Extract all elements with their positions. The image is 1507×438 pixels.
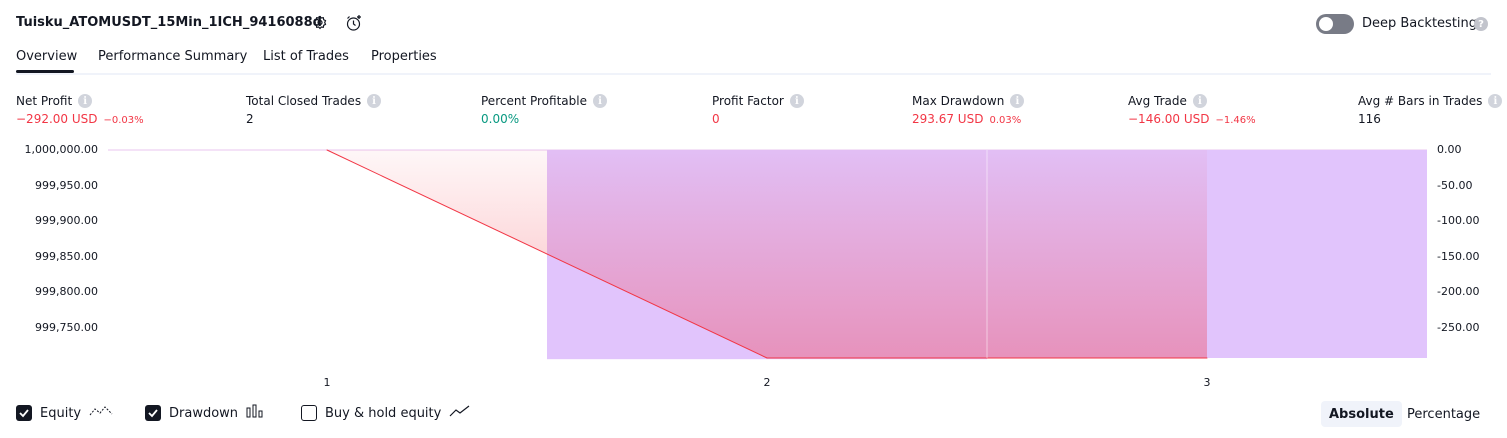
drawdown-label: Drawdown [169,405,239,421]
add-alert-icon[interactable] [345,14,363,32]
equity-line-icon [89,404,113,422]
percentage-button[interactable]: Percentage [1407,406,1481,422]
y-axis-right-tick: -200.00 [1437,285,1480,299]
drawdown-bars-icon [246,404,264,422]
equity-area [327,150,1207,358]
settings-icon[interactable] [311,14,329,32]
y-axis-right-tick: -250.00 [1437,321,1480,335]
y-axis-left-tick: 999,800.00 [35,285,98,299]
info-icon[interactable]: i [789,94,804,108]
equity-point [326,149,328,151]
metric-total-closed-trades-label: Total Closed Trades i [246,94,382,108]
metric-avg-bars-value: 116 [1358,112,1381,126]
tabs-divider [16,73,1491,75]
y-axis-right-tick: -50.00 [1437,178,1473,192]
y-axis-right-tick: 0.00 [1437,143,1462,156]
equity-point [766,357,768,359]
info-icon[interactable]: i [1488,94,1503,108]
equity-label: Equity [40,405,82,421]
deep-backtesting-label: Deep Backtesting [1362,16,1478,31]
legend-equity[interactable]: Equity [16,404,113,422]
x-axis-tick: 1 [323,376,331,389]
absolute-button[interactable]: Absolute [1321,401,1402,427]
metric-total-closed-trades-value: 2 [246,112,254,126]
buy-hold-checkbox[interactable] [301,405,317,421]
metric-percent-profitable-value: 0.00% [481,112,520,126]
y-axis-left-tick: 999,750.00 [35,321,98,335]
buy-hold-line-icon [449,404,471,422]
toggle-knob [1319,17,1333,31]
x-axis-tick: 2 [763,376,771,389]
metric-percent-profitable-label: Percent Profitable i [481,94,607,108]
buy-hold-label: Buy & hold equity [325,405,442,421]
y-axis-left-tick: 999,850.00 [35,249,98,263]
drawdown-checkbox[interactable] [145,405,161,421]
info-icon[interactable]: i [1192,94,1207,108]
info-icon[interactable]: i [367,94,382,108]
strategy-title: Tuisku_ATOMUSDT_15Min_1ICH_9416088d [16,15,322,30]
help-icon[interactable]: ? [1474,17,1488,31]
metric-max-drawdown-value: 293.67 USD 0.03% [912,112,1022,126]
info-icon[interactable]: i [78,94,93,108]
metric-profit-factor-value: 0 [712,112,720,126]
metric-net-profit-label: Net Profit i [16,94,93,108]
metric-avg-trade-value: −146.00 USD −1.46% [1128,112,1256,126]
y-axis-left-tick: 1,000,000.00 [24,143,98,156]
tab-performance-summary[interactable]: Performance Summary [98,49,248,64]
info-icon[interactable]: i [592,94,607,108]
legend-drawdown[interactable]: Drawdown [145,404,264,422]
legend-buy-hold-equity[interactable]: Buy & hold equity [301,404,471,422]
y-axis-right-tick: -150.00 [1437,249,1480,263]
metric-avg-trade-label: Avg Trade i [1128,94,1207,108]
active-tab-indicator [16,70,74,73]
y-axis-left-tick: 999,900.00 [35,214,98,228]
x-axis-tick: 3 [1203,376,1211,389]
equity-point [1206,357,1208,359]
deep-backtesting-toggle[interactable] [1316,14,1354,34]
tab-properties[interactable]: Properties [371,49,437,64]
metric-profit-factor-label: Profit Factor i [712,94,804,108]
metric-avg-bars-label: Avg # Bars in Trades i [1358,94,1503,108]
metric-net-profit-value: −292.00 USD −0.03% [16,112,144,126]
y-axis-right-tick: -100.00 [1437,214,1480,228]
tab-overview[interactable]: Overview [16,49,78,64]
metric-max-drawdown-label: Max Drawdown i [912,94,1025,108]
info-icon[interactable]: i [1010,94,1025,108]
y-axis-left-tick: 999,950.00 [35,178,98,192]
tab-list-of-trades[interactable]: List of Trades [263,49,349,64]
equity-checkbox[interactable] [16,405,32,421]
